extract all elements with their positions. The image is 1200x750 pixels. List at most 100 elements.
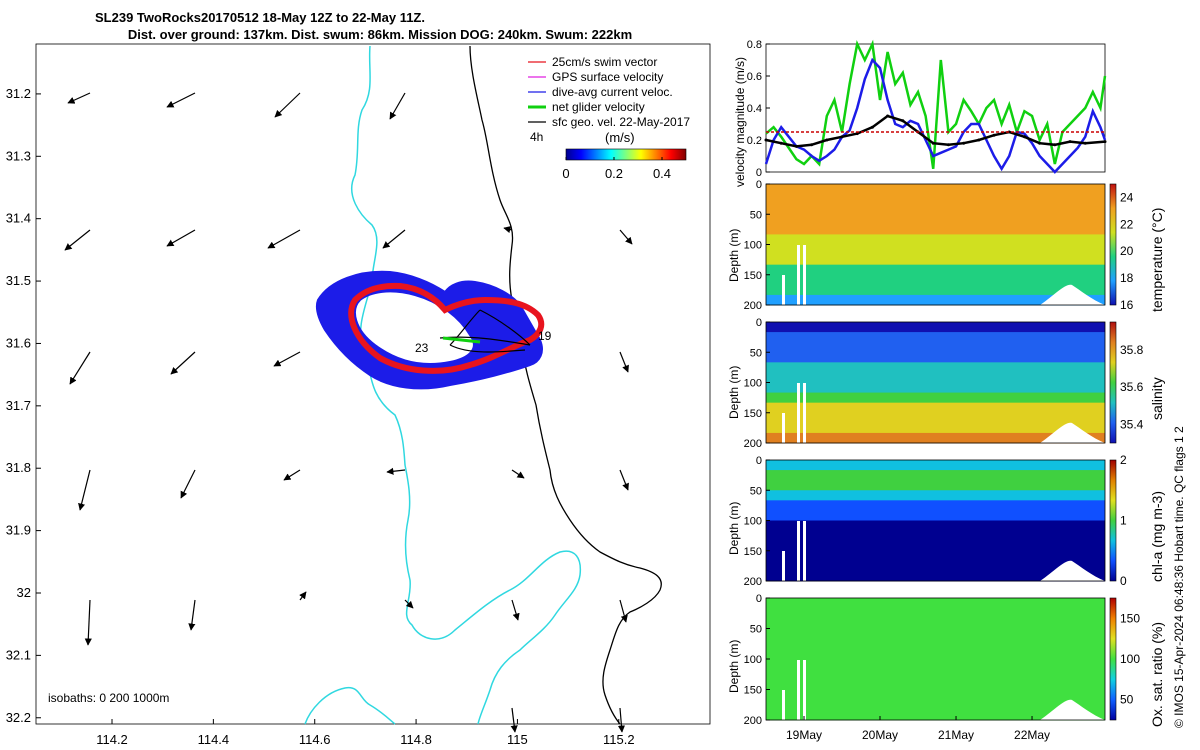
lon-tick-label: 114.2 bbox=[96, 732, 128, 747]
heatmap-band bbox=[766, 332, 1105, 343]
geo-velocity-arrow bbox=[267, 229, 301, 249]
depth-tick-label: 200 bbox=[744, 300, 762, 312]
no-data-strip bbox=[782, 413, 785, 443]
geo-velocity-arrow bbox=[617, 707, 626, 733]
lat-tick-label: 31.4 bbox=[6, 211, 31, 226]
heatmap-band bbox=[766, 659, 1105, 670]
no-data-strip bbox=[803, 245, 806, 305]
figure-title-line-1: SL239 TwoRocks20170512 18-May 12Z to 22-… bbox=[95, 10, 425, 25]
heatmap-band bbox=[766, 352, 1105, 363]
depth-tick-label: 150 bbox=[744, 270, 762, 282]
heatmap-frame bbox=[765, 459, 1106, 582]
colorbar-tick-label: 16 bbox=[1120, 298, 1134, 312]
depth-tick-label: 0 bbox=[756, 179, 762, 191]
no-data-strip bbox=[797, 521, 800, 581]
lat-tick-label: 31.9 bbox=[6, 523, 31, 538]
oxygen-cbar-label: Ox. sat. ratio (%) bbox=[1149, 621, 1165, 727]
heatmap-band bbox=[766, 432, 1105, 444]
geo-velocity-arrow bbox=[78, 469, 91, 511]
colorbar-tick-label: 35.6 bbox=[1120, 380, 1144, 394]
velocity-point bbox=[992, 133, 996, 137]
chla-cbar-label: chl-a (mg m-3) bbox=[1149, 490, 1165, 582]
heatmap-band bbox=[766, 560, 1105, 572]
figure-title-line-2: Dist. over ground: 137km. Dist. swum: 86… bbox=[127, 27, 633, 42]
isobath-200m bbox=[351, 45, 582, 725]
isobath-1000m bbox=[304, 686, 396, 725]
lat-tick-label: 32.2 bbox=[6, 710, 31, 725]
map-ticks: 114.2 114.4 114.6 114.8 115 115.2 31.2 31.3 31.4… bbox=[6, 86, 635, 747]
no-data-strip bbox=[803, 521, 806, 581]
time-tick-label: 22May bbox=[1014, 728, 1050, 742]
heatmap-band bbox=[766, 490, 1105, 501]
colorbar-tick-label: 20 bbox=[1120, 244, 1134, 258]
geo-velocity-arrow bbox=[64, 229, 91, 251]
no-data-strip bbox=[782, 551, 785, 581]
legend-label: net glider velocity bbox=[552, 100, 645, 114]
heatmap-band bbox=[766, 274, 1105, 286]
lat-tick-label: 31.6 bbox=[6, 335, 31, 350]
time-tick-label: 19May bbox=[786, 728, 822, 742]
heatmap-band bbox=[766, 322, 1105, 333]
geo-velocity-arrow bbox=[619, 351, 629, 373]
geo-velocity-arrow bbox=[69, 351, 91, 385]
geo-velocity-arrow bbox=[283, 469, 301, 481]
heatmap-band bbox=[766, 194, 1105, 205]
heatmap-band bbox=[766, 540, 1105, 552]
heatmap-frame bbox=[765, 597, 1106, 721]
depth-tick-label: 150 bbox=[744, 685, 762, 697]
time-tick-label: 21May bbox=[938, 728, 974, 742]
velocity-point bbox=[1103, 140, 1107, 144]
geo-velocity-arrow bbox=[382, 229, 406, 249]
heatmap-band bbox=[766, 214, 1105, 225]
colorbar-tick-label: 1 bbox=[1120, 514, 1127, 528]
heatmap-band bbox=[766, 362, 1105, 373]
time-axis-tick: 22May bbox=[1014, 716, 1050, 742]
geo-velocity-arrow bbox=[511, 599, 520, 621]
no-data-strip bbox=[803, 660, 806, 720]
heatmap-band bbox=[766, 500, 1105, 511]
seafloor-mask bbox=[1040, 422, 1105, 443]
heatmap-band bbox=[766, 224, 1105, 235]
heatmap-band bbox=[766, 608, 1105, 619]
velocity-point bbox=[825, 138, 829, 142]
heatmap-band bbox=[766, 342, 1105, 353]
depth-tick-label: 100 bbox=[744, 378, 762, 390]
heatmap-panel: 0 50 100 150 200 50 100 150 bbox=[744, 593, 1141, 727]
depth-tick-label: 150 bbox=[744, 546, 762, 558]
heatmap-band bbox=[766, 382, 1105, 394]
map-axes bbox=[35, 43, 711, 725]
depth-tick-label: 0 bbox=[756, 593, 762, 605]
heatmap-band bbox=[766, 520, 1105, 532]
colorbar bbox=[1109, 459, 1117, 582]
temperature-cbar-label: temperature (°C) bbox=[1149, 207, 1165, 312]
depth-tick-label: 200 bbox=[744, 715, 762, 727]
heatmap-panel: 0 50 100 150 200 35.4 35.6 35.8 bbox=[744, 317, 1144, 450]
heatmap-band bbox=[766, 570, 1105, 582]
colorbar-tick-label: 35.8 bbox=[1120, 343, 1144, 357]
heatmap-band bbox=[766, 689, 1105, 701]
no-data-strip bbox=[797, 245, 800, 305]
heatmap-band bbox=[766, 480, 1105, 491]
track-label-start: 23 bbox=[415, 341, 429, 355]
colorbar bbox=[1109, 321, 1117, 444]
heatmap-band bbox=[766, 392, 1105, 404]
no-data-strip bbox=[797, 660, 800, 720]
salinity-cbar-label: salinity bbox=[1149, 377, 1165, 420]
lat-tick-label: 31.3 bbox=[6, 148, 31, 163]
heatmap-band bbox=[766, 244, 1105, 256]
colorbar bbox=[1109, 183, 1117, 306]
velocity-point bbox=[1083, 141, 1087, 145]
geo-velocity-arrow bbox=[273, 351, 301, 367]
geo-velocity-arrow bbox=[166, 229, 196, 247]
current-vectors-band bbox=[315, 270, 543, 390]
lon-tick-label: 114.4 bbox=[198, 732, 230, 747]
velocity-point bbox=[1068, 140, 1072, 144]
heatmap-band bbox=[766, 679, 1105, 690]
heatmap-panel: 0 50 100 150 200 16 18 20 22 24 bbox=[744, 179, 1134, 312]
colorbar-tick-label: 50 bbox=[1120, 693, 1134, 707]
colorbar-tick-label: 150 bbox=[1120, 611, 1140, 625]
time-axis-tick: 20May bbox=[862, 716, 898, 742]
seafloor-mask bbox=[1040, 560, 1105, 581]
